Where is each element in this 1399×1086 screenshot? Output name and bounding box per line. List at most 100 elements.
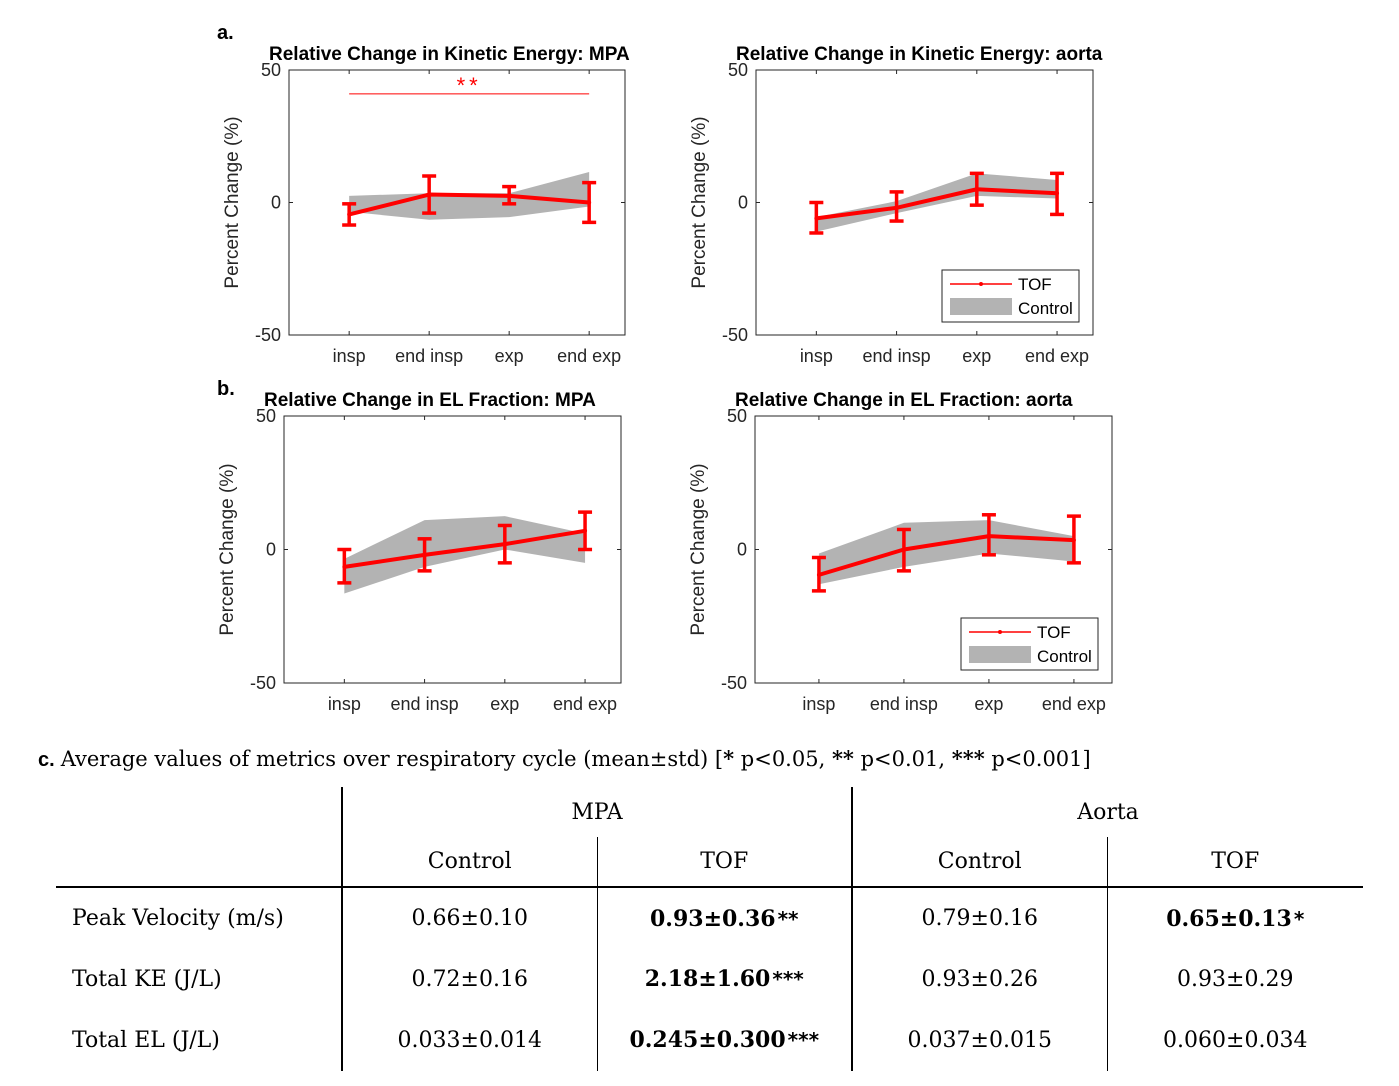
- control-band: [818, 520, 1074, 585]
- chart-1: insp end insp exp end exp -50 0 50 Percent Chan…: [222, 44, 630, 366]
- cell-value: 0.033±0.014: [397, 1027, 542, 1053]
- table-caption: c. Average values of metrics over respira…: [38, 746, 1091, 772]
- y-axis-label: Percent Change (%): [688, 463, 709, 635]
- y-axis-label: Percent Change (%): [689, 116, 710, 288]
- table-cell: 0.65±0.13 *: [1106, 886, 1363, 949]
- tof-point: [422, 552, 427, 557]
- chart-title: Relative Change in EL Fraction: aorta: [735, 390, 1073, 411]
- significance-mark: ***: [772, 967, 804, 991]
- control-band: [344, 516, 586, 594]
- y-tick-label: 0: [738, 193, 748, 213]
- table-cell: 0.245±0.300 ***: [596, 1009, 852, 1071]
- chart-3: insp end insp exp end exp -50 0 50 Percent Chan…: [217, 390, 622, 714]
- legend: TOF Control: [960, 617, 1099, 671]
- x-tick-label: exp: [962, 346, 991, 366]
- significance-stars: **: [457, 73, 482, 98]
- tof-point: [974, 187, 979, 192]
- cell-value: 0.93±0.29: [1177, 966, 1294, 992]
- table-cell: 0.033±0.014: [341, 1009, 597, 1071]
- x-tick-label: end exp: [557, 346, 621, 366]
- cell-value: 0.93±0.26: [921, 966, 1038, 992]
- table-body: Peak Velocity (m/s) 0.66±0.10 0.93±0.36 ** 0…: [56, 886, 1363, 1071]
- cell-value: 0.060±0.034: [1163, 1027, 1308, 1053]
- y-tick-label: 50: [727, 406, 747, 426]
- tof-point: [583, 528, 588, 533]
- x-tick-label: insp: [802, 694, 835, 714]
- subheader-aorta-tof: TOF: [1106, 837, 1363, 887]
- x-tick-label: end insp: [391, 694, 459, 714]
- cell-value: 0.72±0.16: [411, 966, 528, 992]
- x-tick-label: insp: [333, 346, 366, 366]
- table-cell: 0.060±0.034: [1106, 1009, 1363, 1071]
- tof-series-line: [344, 528, 586, 569]
- caption-sig-text-3: p<0.001]: [984, 747, 1091, 771]
- tof-point: [986, 534, 991, 539]
- significance-mark: **: [777, 906, 799, 931]
- y-axis-label: Percent Change (%): [217, 463, 238, 635]
- caption-sig-mark-3: ***: [951, 746, 985, 771]
- caption-text: Average values of metrics over respirato…: [60, 747, 724, 771]
- table-row: Total EL (J/L) 0.033±0.014 0.245±0.300 *** 0…: [56, 1009, 1363, 1071]
- chart-2: insp end insp exp end exp -50 0 50 Percent Chan…: [689, 44, 1103, 366]
- group-header-mpa: MPA: [341, 787, 852, 837]
- table-cell: 0.66±0.10: [341, 886, 597, 949]
- caption-sig-mark-1: *: [723, 746, 735, 771]
- significance-mark: ***: [787, 1028, 820, 1052]
- legend-control-swatch: [950, 298, 1012, 315]
- cell-value: 0.65±0.13: [1166, 905, 1292, 932]
- charts-area: insp end insp exp end exp -50 0 50 Percent Chan…: [217, 44, 1113, 714]
- tof-point: [507, 193, 512, 198]
- table-cell: 2.18±1.60 ***: [596, 949, 852, 1009]
- legend-control-label: Control: [1037, 647, 1092, 666]
- tof-series-line: [818, 534, 1075, 577]
- x-tick-label: end exp: [553, 694, 617, 714]
- tof-point: [347, 212, 352, 217]
- charts-svg: insp end insp exp end exp -50 0 50 Percent Chan…: [217, 44, 1113, 714]
- table-row: Peak Velocity (m/s) 0.66±0.10 0.93±0.36 ** 0…: [56, 886, 1363, 949]
- legend-tof-label: TOF: [1018, 275, 1052, 294]
- chart-title: Relative Change in Kinetic Energy: MPA: [269, 44, 630, 65]
- x-tick-label: exp: [490, 694, 519, 714]
- x-tick-label: exp: [495, 346, 524, 366]
- legend-control-swatch: [969, 646, 1031, 663]
- y-tick-label: 0: [271, 193, 281, 213]
- y-tick-label: 50: [261, 60, 281, 80]
- row-label: Total KE (J/L): [72, 966, 222, 992]
- table-cell: 0.72±0.16: [341, 949, 597, 1009]
- caption-sig-mark-2: **: [831, 746, 854, 771]
- cell-value: 0.93±0.36: [649, 905, 776, 932]
- legend-tof-label: TOF: [1037, 623, 1071, 642]
- cell-value: 0.79±0.16: [921, 906, 1038, 931]
- y-tick-label: 0: [737, 540, 747, 560]
- cell-value: 0.66±0.10: [411, 906, 528, 931]
- legend-control-label: Control: [1018, 299, 1073, 318]
- tof-point: [901, 547, 906, 552]
- chart-title: Relative Change in EL Fraction: MPA: [264, 390, 596, 411]
- metrics-table: MPA Aorta Control TOF Control TOF Peak V…: [56, 787, 1363, 1071]
- cell-value: 2.18±1.60: [644, 966, 771, 992]
- row-label: Total EL (J/L): [72, 1027, 220, 1053]
- tof-point: [1055, 191, 1060, 196]
- group-header-aorta: Aorta: [851, 787, 1363, 837]
- y-tick-label: -50: [722, 325, 748, 345]
- significance-mark: *: [1293, 906, 1305, 931]
- y-tick-label: 50: [256, 406, 276, 426]
- tof-point: [587, 200, 592, 205]
- x-tick-label: end exp: [1025, 346, 1089, 366]
- x-tick-label: end insp: [395, 346, 463, 366]
- x-tick-label: insp: [328, 694, 361, 714]
- chart-4: insp end insp exp end exp -50 0 50 Percent Chan…: [688, 390, 1113, 714]
- y-tick-label: -50: [255, 325, 281, 345]
- y-tick-label: 50: [728, 60, 748, 80]
- x-tick-label: exp: [974, 694, 1003, 714]
- y-tick-label: -50: [721, 673, 747, 693]
- table-cell: 0.93±0.36 **: [596, 886, 852, 949]
- panel-label-a: a.: [217, 22, 234, 44]
- control-band: [816, 173, 1058, 232]
- table-subheader-row: Control TOF Control TOF: [56, 837, 1363, 887]
- tof-point: [814, 216, 819, 221]
- tof-point: [342, 564, 347, 569]
- x-tick-label: end insp: [863, 346, 931, 366]
- panel-label-c: c.: [38, 749, 55, 771]
- table-cell: 0.037±0.015: [851, 1009, 1107, 1071]
